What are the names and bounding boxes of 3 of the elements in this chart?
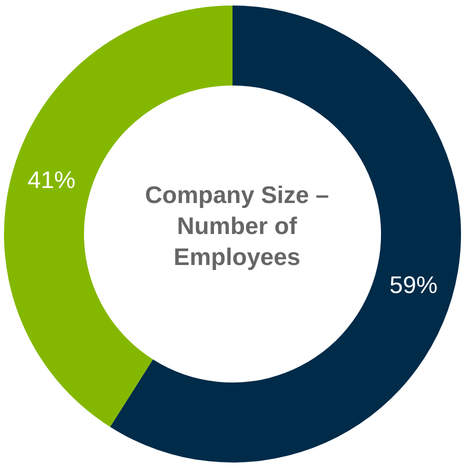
text: Company Size – Number of Employees bbox=[144, 181, 330, 273]
data-label: 59% bbox=[390, 272, 438, 300]
data-label: 41% bbox=[27, 167, 76, 194]
